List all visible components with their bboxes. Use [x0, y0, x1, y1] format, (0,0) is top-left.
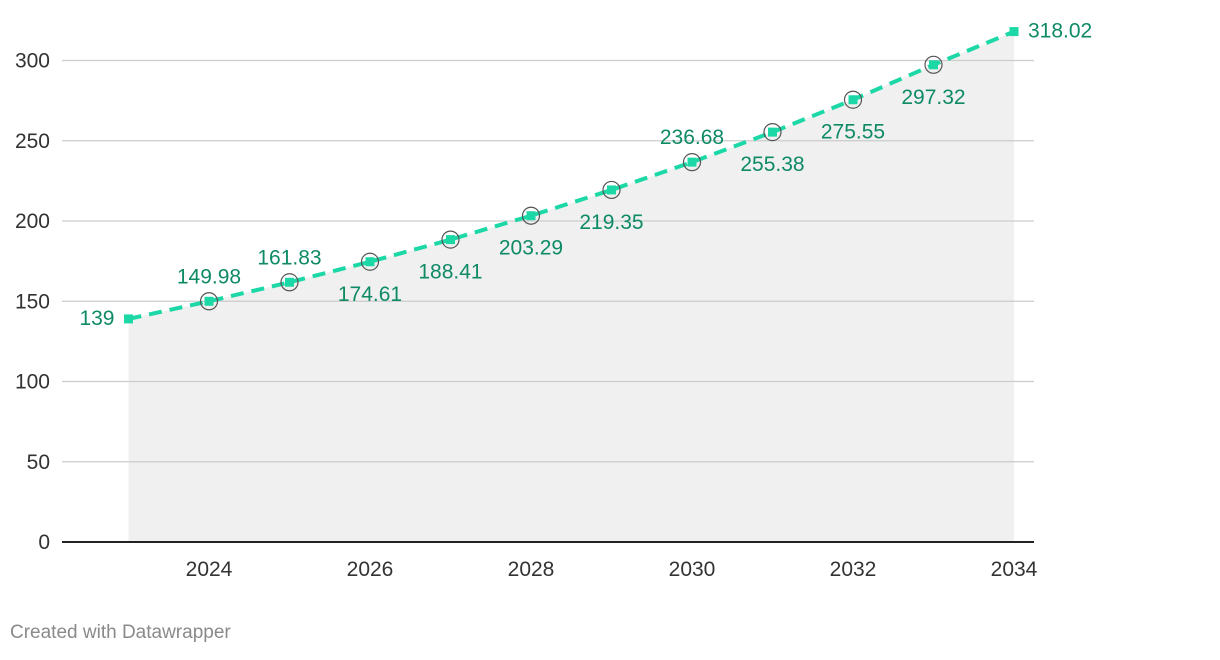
data-label-2033: 297.32	[901, 86, 965, 109]
point-ring-2029	[602, 180, 621, 200]
data-label-2031: 255.38	[740, 153, 804, 176]
data-label-2032: 275.55	[821, 121, 885, 144]
data-label-2024: 149.98	[177, 265, 241, 288]
x-tick-label-2034: 2034	[991, 558, 1038, 581]
data-label-2028: 203.29	[499, 237, 563, 260]
point-marker-2028	[526, 211, 536, 221]
point-ring-2031	[763, 123, 782, 142]
data-markers	[124, 27, 1019, 324]
point-marker-2026	[365, 257, 375, 267]
gridlines: 0 50 100 150 200 250 300	[15, 50, 1034, 554]
point-ring-2032	[843, 90, 863, 109]
data-label-2025: 161.83	[257, 246, 321, 269]
data-label-2030: 236.68	[660, 126, 724, 149]
point-marker-2027	[446, 235, 455, 245]
axes: 2024 2026 2028 2030 2032 2034	[62, 541, 1038, 581]
area-layer	[128, 31, 1014, 543]
y-tick-label-0: 0	[38, 531, 50, 554]
data-label-2023: 139	[79, 307, 114, 330]
area-fill	[128, 31, 1014, 543]
point-ring-2028	[521, 206, 541, 225]
point-ring-2026	[360, 252, 380, 271]
point-marker-2023	[124, 314, 133, 324]
point-marker-2033	[929, 60, 938, 70]
data-label-2034: 318.02	[1028, 20, 1092, 43]
point-ring-2033	[924, 55, 943, 74]
y-tick-label-200: 200	[15, 210, 50, 233]
x-tick-label-2026: 2026	[347, 558, 394, 581]
y-tick-label-50: 50	[27, 451, 50, 474]
point-ring-2030	[682, 153, 702, 172]
data-label-2029: 219.35	[579, 211, 643, 234]
point-ring-2025	[280, 273, 299, 292]
y-tick-label-100: 100	[15, 371, 50, 394]
data-labels: 139 149.98 161.83 174.61 188.41 203.29 219.35 2…	[79, 20, 1092, 330]
point-marker-2024	[204, 296, 214, 306]
y-tick-label-300: 300	[15, 50, 50, 73]
series-line-layer	[128, 29, 1015, 321]
data-label-2026: 174.61	[338, 283, 402, 306]
y-tick-label-150: 150	[15, 290, 50, 313]
point-marker-2029	[607, 185, 616, 195]
point-ring-2024	[199, 292, 219, 311]
point-marker-2031	[768, 127, 777, 137]
point-marker-2025	[285, 277, 294, 287]
footer-credit: Created with Datawrapper	[10, 622, 231, 643]
point-marker-2032	[848, 95, 858, 105]
point-marker-2030	[687, 157, 697, 167]
point-marker-2034	[1009, 27, 1019, 37]
x-tick-label-2028: 2028	[508, 558, 555, 581]
point-ring-2027	[441, 230, 460, 249]
x-tick-label-2032: 2032	[830, 558, 877, 581]
y-tick-label-250: 250	[15, 130, 50, 153]
data-label-2027: 188.41	[418, 261, 482, 284]
x-tick-label-2030: 2030	[669, 558, 716, 581]
x-tick-label-2024: 2024	[186, 558, 233, 581]
series-line	[128, 29, 1015, 321]
